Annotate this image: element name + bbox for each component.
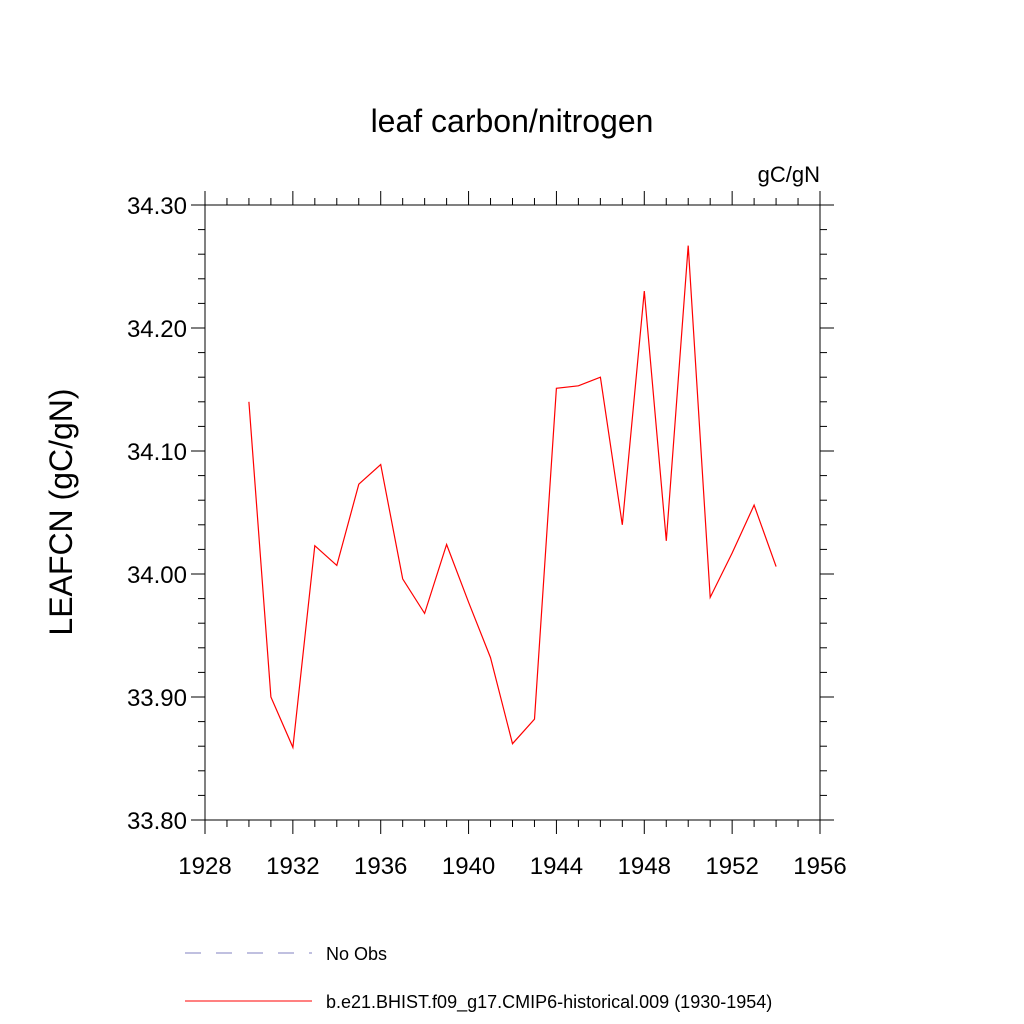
y-tick-label: 33.90 xyxy=(127,685,187,712)
y-axis-label: LEAFCN (gC/gN) xyxy=(43,388,79,635)
legend-label: b.e21.BHIST.f09_g17.CMIP6-historical.009… xyxy=(326,992,772,1013)
y-tick-label: 34.20 xyxy=(127,316,187,343)
y-tick-label: 34.30 xyxy=(127,193,187,220)
axis-ticks xyxy=(191,191,834,834)
x-tick-label: 1940 xyxy=(442,853,495,880)
y-tick-label: 34.00 xyxy=(127,562,187,589)
x-tick-label: 1956 xyxy=(793,853,846,880)
x-tick-label: 1932 xyxy=(266,853,319,880)
y-tick-label: 33.80 xyxy=(127,808,187,835)
x-tick-label: 1936 xyxy=(354,853,407,880)
axis-tick-labels: 1928 1932 1936 1940 1944 1948 1952 1956 33.80 33.… xyxy=(127,193,847,880)
units-label: gC/gN xyxy=(758,162,820,187)
x-tick-label: 1944 xyxy=(530,853,583,880)
x-tick-label: 1948 xyxy=(618,853,671,880)
plot-frame xyxy=(204,204,821,821)
legend: No Obs b.e21.BHIST.f09_g17.CMIP6-historic… xyxy=(185,944,772,1013)
x-tick-label: 1928 xyxy=(178,853,231,880)
chart-title: leaf carbon/nitrogen xyxy=(371,103,654,139)
series-layer xyxy=(248,245,777,750)
x-tick-label: 1952 xyxy=(705,853,758,880)
legend-label: No Obs xyxy=(326,944,387,964)
series-line xyxy=(248,245,777,750)
y-tick-label: 34.10 xyxy=(127,439,187,466)
